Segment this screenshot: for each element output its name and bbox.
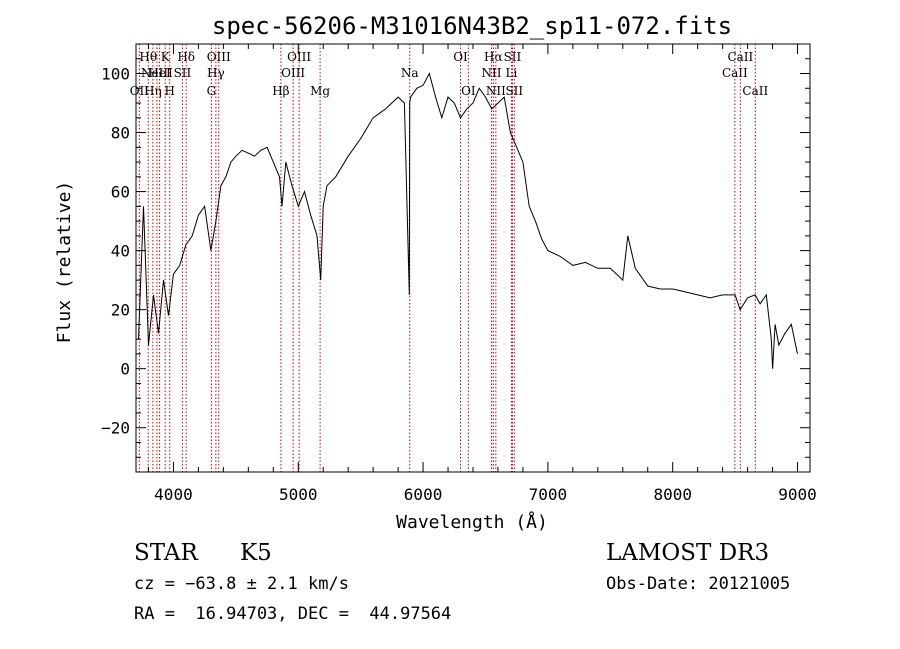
line-marker-label: HeI bbox=[148, 66, 171, 80]
line-marker-label: SII bbox=[504, 50, 522, 64]
line-marker-label: OII bbox=[130, 84, 150, 98]
y-tick-label: 60 bbox=[111, 183, 130, 202]
line-marker-label: K bbox=[161, 50, 171, 64]
y-axis: −20 0 20 40 60 80 100 bbox=[101, 43, 810, 458]
x-axis: 4000 5000 6000 7000 8000 9000 bbox=[147, 44, 817, 504]
x-tick-label: 8000 bbox=[653, 485, 692, 504]
line-marker-label: Hδ bbox=[177, 50, 195, 64]
line-marker-label: Li bbox=[506, 66, 518, 80]
line-marker-label: Hβ bbox=[272, 84, 289, 98]
survey-name: LAMOST DR3 bbox=[606, 540, 770, 566]
line-marker-label: Hθ bbox=[139, 50, 157, 64]
x-axis-label: Wavelength (Å) bbox=[396, 511, 548, 533]
line-marker-label: OIII bbox=[207, 50, 231, 64]
line-marker-label: Na bbox=[401, 66, 419, 80]
line-marker-label: CaII bbox=[727, 50, 753, 64]
x-tick-label: 6000 bbox=[404, 485, 443, 504]
line-marker-label: CaII bbox=[722, 66, 748, 80]
x-tick-label: 4000 bbox=[154, 485, 193, 504]
line-marker-label: NII bbox=[486, 84, 506, 98]
line-marker-label: OI bbox=[461, 84, 476, 98]
line-marker-label: OIII bbox=[287, 50, 311, 64]
velocity-text: cz = −63.8 ± 2.1 km/s bbox=[134, 574, 349, 594]
plot-frame bbox=[135, 43, 811, 473]
x-tick-label: 9000 bbox=[778, 485, 817, 504]
line-marker-label: NII bbox=[481, 66, 501, 80]
object-class: STAR bbox=[134, 540, 198, 566]
y-tick-label: −20 bbox=[101, 419, 130, 438]
spectrum-line bbox=[138, 72, 798, 369]
coordinates: RA = 16.94703, DEC = 44.97564 bbox=[134, 604, 452, 624]
y-tick-label: 80 bbox=[111, 124, 130, 143]
x-tick-label: 7000 bbox=[529, 485, 568, 504]
x-tick-label: 5000 bbox=[279, 485, 318, 504]
line-marker-label: CaII bbox=[742, 84, 768, 98]
line-marker-label: OIII bbox=[281, 66, 305, 80]
spectrum-plot: spec-56206-M31016N43B2_sp11-072.fits OII… bbox=[54, 12, 817, 533]
line-marker-label: SII bbox=[174, 66, 192, 80]
chart-title: spec-56206-M31016N43B2_sp11-072.fits bbox=[212, 12, 732, 40]
obs-date: Obs-Date: 20121005 bbox=[606, 574, 791, 594]
spectral-line-markers: OIIHθHηNeIIIHeIKHSIIHδGHγOIIIHβOIIIOIIIM… bbox=[130, 44, 768, 472]
line-marker-label: Hγ bbox=[207, 66, 225, 80]
y-tick-label: 100 bbox=[101, 65, 130, 84]
y-tick-label: 40 bbox=[111, 242, 130, 261]
line-marker-label: SII bbox=[505, 84, 523, 98]
line-marker-label: Mg bbox=[310, 84, 330, 98]
y-tick-label: 0 bbox=[120, 360, 130, 379]
y-tick-label: 20 bbox=[111, 301, 130, 320]
line-marker-label: Hα bbox=[484, 50, 503, 64]
line-marker-label: H bbox=[164, 84, 174, 98]
line-marker-label: G bbox=[207, 84, 217, 98]
y-axis-label: Flux (relative) bbox=[54, 181, 75, 344]
line-marker-label: Hη bbox=[144, 84, 162, 98]
object-subclass: K5 bbox=[240, 540, 272, 566]
line-marker-label: OI bbox=[453, 50, 468, 64]
